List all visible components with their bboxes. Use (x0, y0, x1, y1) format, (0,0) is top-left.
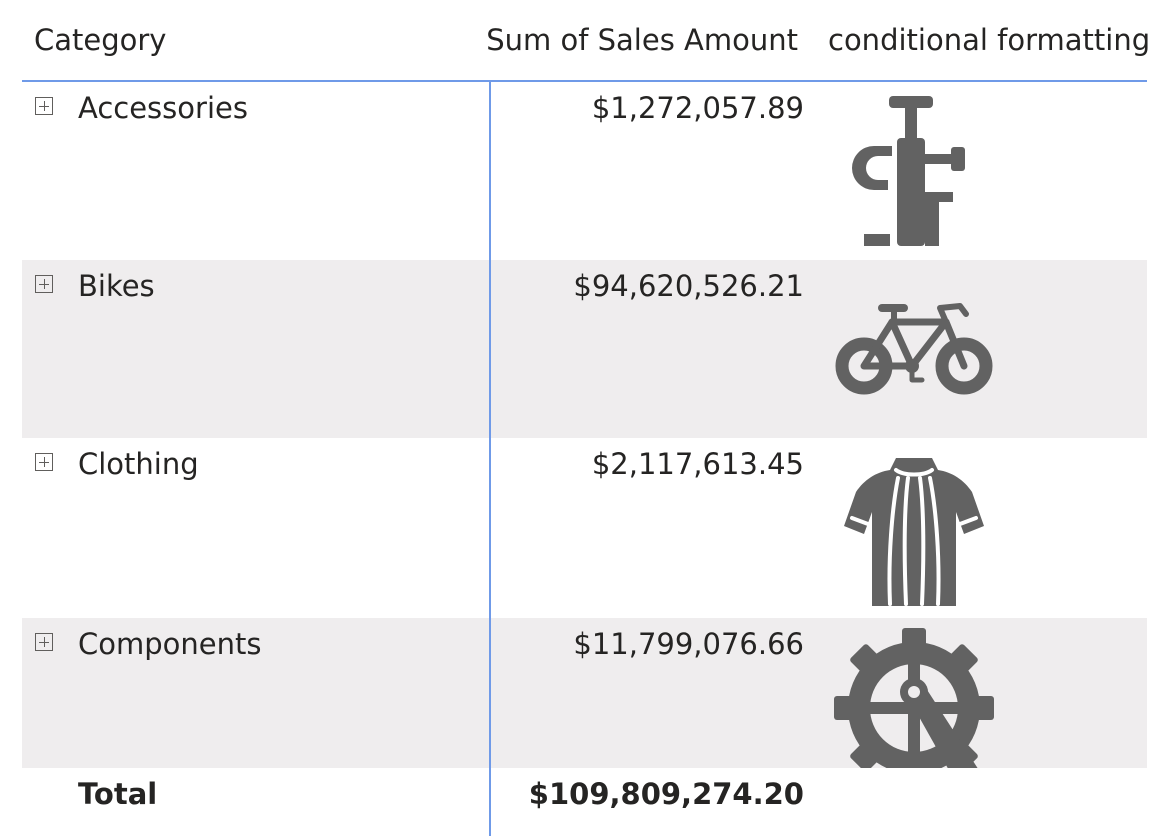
total-label: Total (78, 777, 158, 811)
expand-icon[interactable] (35, 97, 53, 115)
sales-amount: $2,117,613.45 (591, 447, 804, 481)
sales-amount: $94,620,526.21 (573, 269, 804, 303)
table-row: Accessories $1,272,057.89 (22, 82, 1147, 260)
chainring-crank-icon (834, 628, 994, 768)
category-label: Components (78, 627, 262, 661)
table-row: Clothing $2,117,613.45 (22, 438, 1147, 618)
table-header: Category Sum of Sales Amount conditional… (22, 0, 1150, 82)
table-row: Bikes $94,620,526.21 (22, 260, 1147, 438)
sales-amount: $1,272,057.89 (591, 91, 804, 125)
expand-icon[interactable] (35, 633, 53, 651)
expand-icon[interactable] (35, 275, 53, 293)
cycling-jersey-icon (844, 458, 984, 606)
category-label: Accessories (78, 91, 248, 125)
category-label: Bikes (78, 269, 155, 303)
bicycle-icon (835, 303, 993, 395)
category-label: Clothing (78, 447, 199, 481)
column-divider (489, 80, 491, 836)
total-row: Total $109,809,274.20 (22, 768, 1147, 836)
header-conditional-formatting[interactable]: conditional formatting (828, 23, 1150, 57)
table-row: Components $11,799,076.66 (22, 618, 1147, 768)
sales-amount: $11,799,076.66 (573, 627, 804, 661)
bike-pump-icon (852, 96, 965, 246)
total-amount: $109,809,274.20 (528, 777, 804, 811)
header-category[interactable]: Category (34, 23, 167, 57)
expand-icon[interactable] (35, 453, 53, 471)
header-sum-of-sales-amount[interactable]: Sum of Sales Amount (486, 23, 798, 57)
matrix-visual: Category Sum of Sales Amount conditional… (22, 0, 1150, 836)
header-separator (814, 0, 816, 80)
